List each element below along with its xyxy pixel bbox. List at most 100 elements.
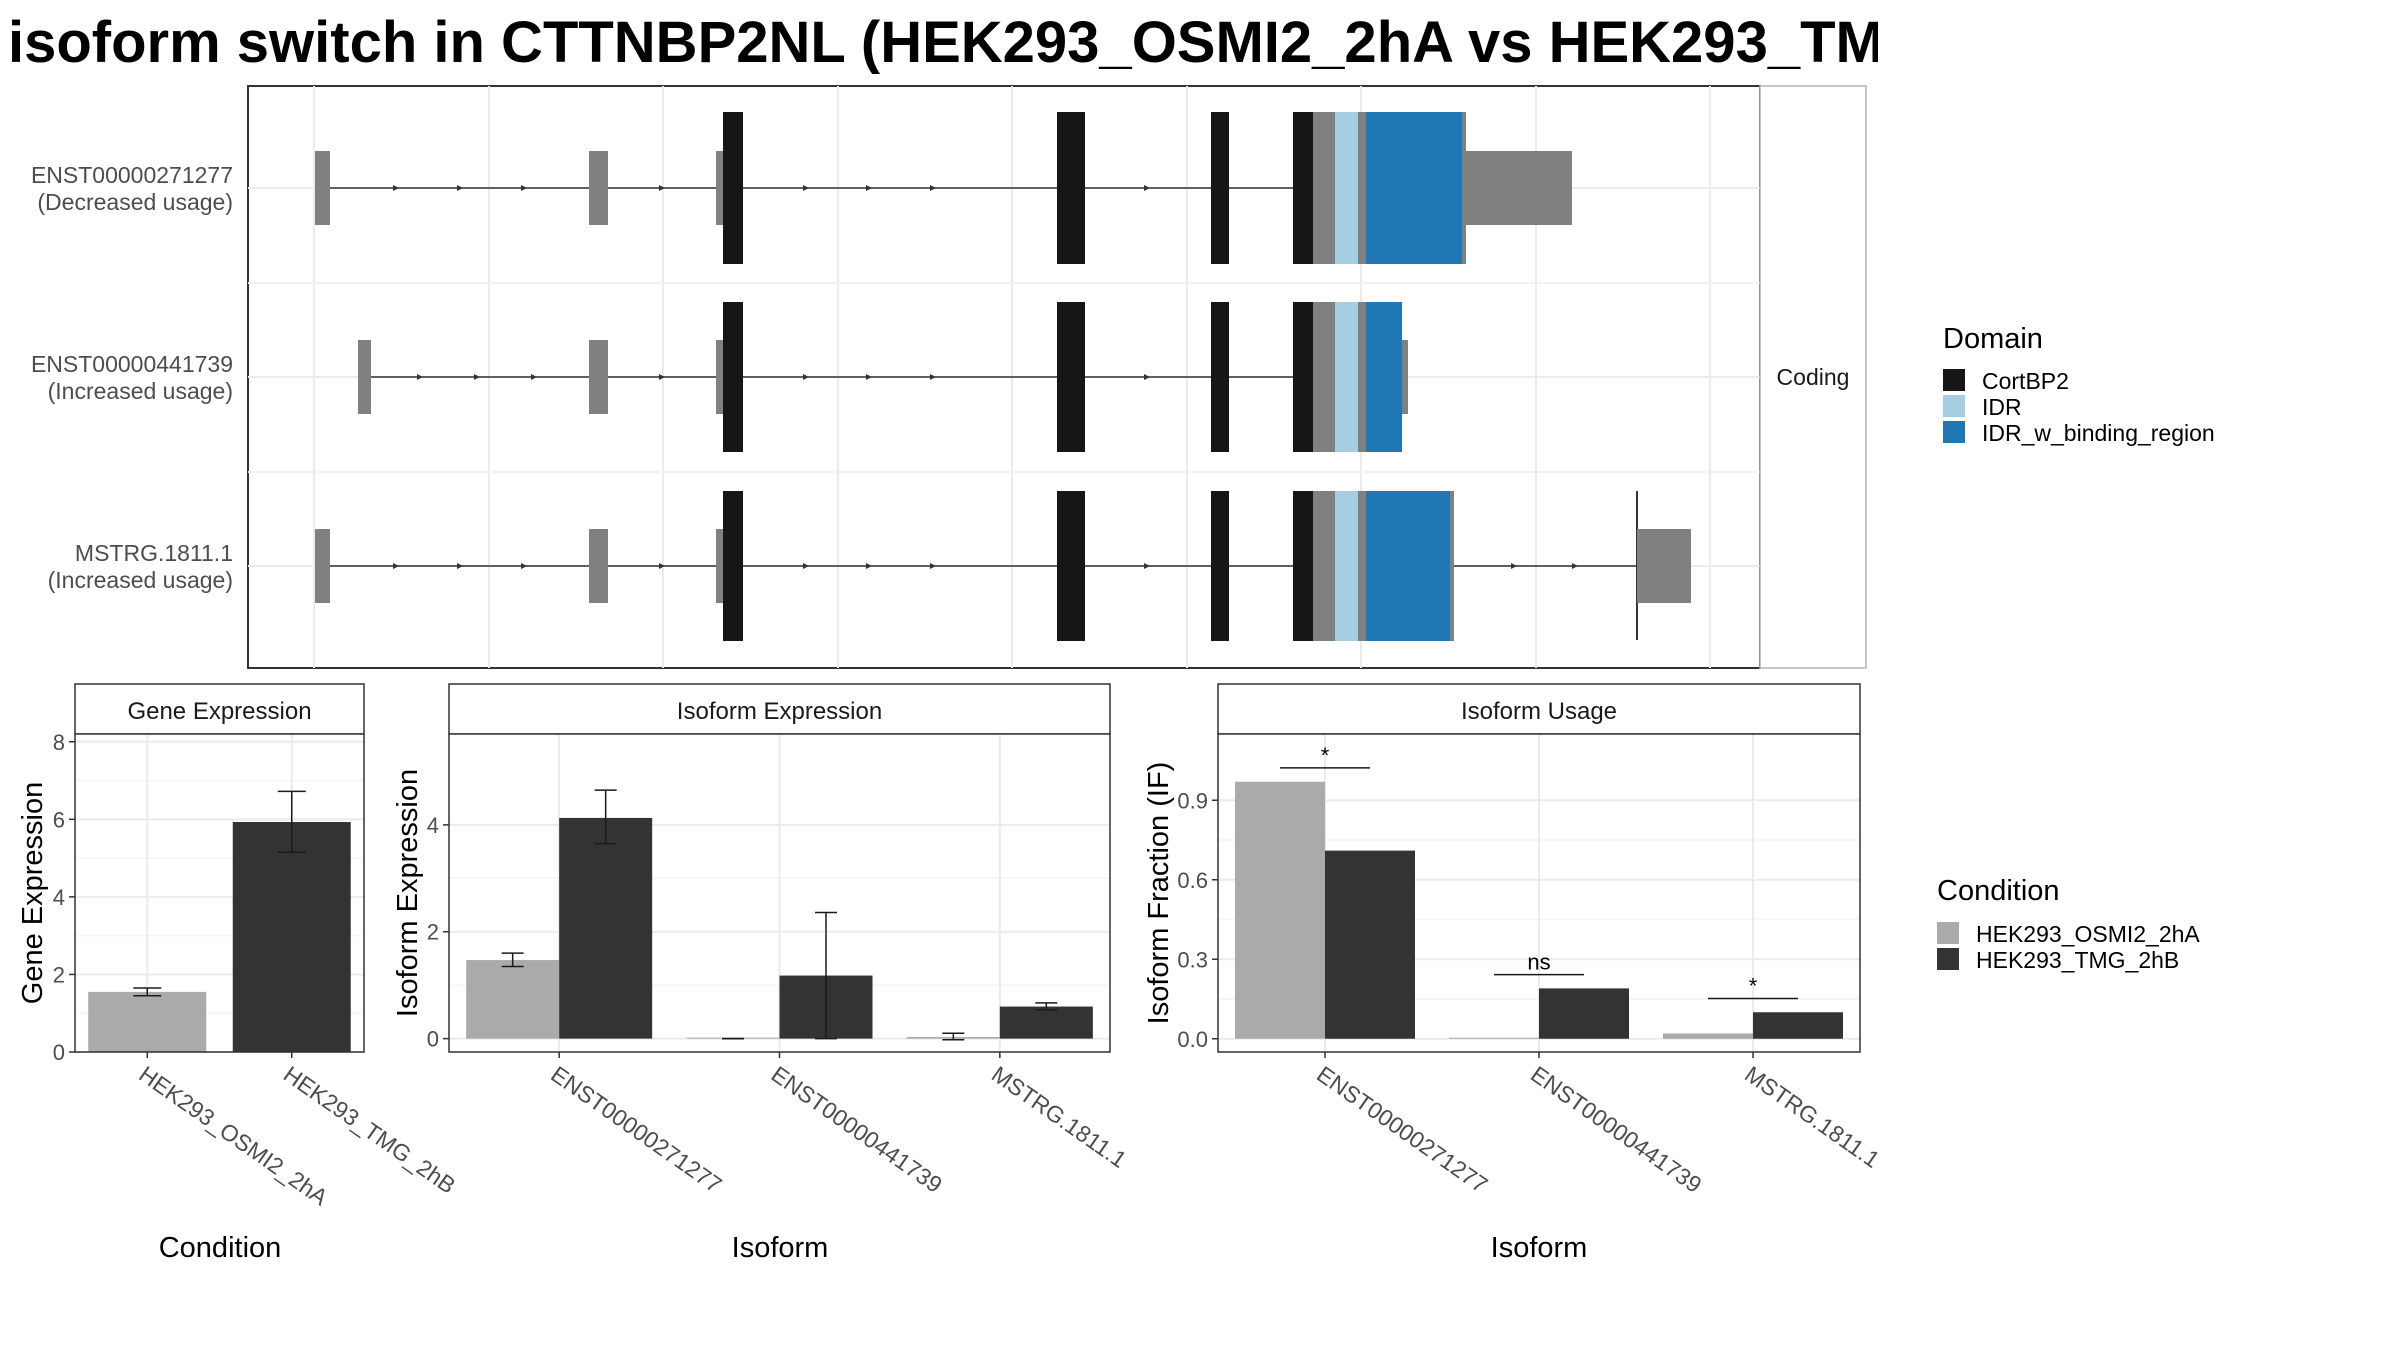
- transcript-label-3-usage: (Increased usage): [48, 567, 233, 593]
- significance-label: ns: [1527, 950, 1550, 975]
- exon-cortbp2: [723, 491, 743, 641]
- exon-cortbp2: [1293, 302, 1313, 452]
- x-tick-label: MSTRG.1811.1: [987, 1061, 1131, 1173]
- significance-label: *: [1321, 743, 1330, 768]
- bar-HEK293_TMG_2hB-ENST00000441739: [1539, 988, 1629, 1039]
- x-tick-label: ENST00000271277: [546, 1061, 726, 1198]
- condition-legend-label-osmi2: HEK293_OSMI2_2hA: [1976, 921, 2200, 947]
- exon-utr: [1402, 340, 1408, 414]
- exon-utr: [1637, 529, 1691, 603]
- panel-strip: [74, 683, 365, 735]
- bar-HEK293_TMG_2hB-MSTRG.1811.1: [1753, 1012, 1843, 1039]
- y-tick-label: 0.9: [1177, 788, 1208, 813]
- intron-arrows: [393, 563, 1578, 569]
- domain-legend-key-idr: [1943, 395, 1965, 417]
- y-axis-title: Gene Expression: [17, 782, 49, 1004]
- condition-legend-key-tmg: [1937, 948, 1959, 970]
- bar-HEK293_OSMI2_2hA-ENST00000271277: [466, 960, 560, 1039]
- y-tick-label: 8: [53, 730, 65, 755]
- exon: [315, 151, 330, 225]
- exon: [716, 151, 725, 225]
- x-tick-label: ENST00000441739: [1526, 1061, 1706, 1198]
- exon: [716, 340, 725, 414]
- x-axis-title: Condition: [159, 1232, 282, 1264]
- bar-panels: Gene Expression02468HEK293_OSMI2_2hAHEK2…: [17, 683, 1885, 1264]
- exon-cortbp2: [1211, 112, 1229, 264]
- y-tick-label: 0: [427, 1027, 439, 1052]
- y-axis-title: Isoform Expression: [392, 769, 424, 1017]
- domain-legend-label-idr: IDR: [1982, 394, 2022, 420]
- exon-idr: [1335, 302, 1358, 452]
- exon: [1358, 112, 1366, 264]
- facet-strip: [1759, 85, 1867, 669]
- bar-HEK293_TMG_2hB-ENST00000271277: [559, 817, 653, 1039]
- structure-panel: ENST00000271277 (Decreased usage) ENST00…: [31, 85, 1867, 669]
- exon: [315, 529, 330, 603]
- bar-HEK293_TMG_2hB-ENST00000271277: [1325, 850, 1415, 1039]
- facet-strip-label: Coding: [1777, 364, 1850, 390]
- exon: [1313, 491, 1335, 641]
- bar-HEK293_OSMI2_2hA-ENST00000441739: [1449, 1037, 1539, 1039]
- page-title: isoform switch in CTTNBP2NL (HEK293_OSMI…: [8, 10, 1878, 75]
- exon-cortbp2: [1211, 491, 1229, 641]
- domain-legend-key-idr-binding: [1943, 421, 1965, 443]
- exon: [1313, 112, 1335, 264]
- y-axis-title: Isoform Fraction (IF): [1143, 762, 1175, 1025]
- exon: [589, 529, 608, 603]
- bar-HEK293_TMG_2hB-MSTRG.1811.1: [999, 1006, 1093, 1039]
- panel-title: Isoform Expression: [677, 698, 882, 725]
- plot-frame: [74, 733, 365, 1053]
- panel-strip: [448, 683, 1111, 735]
- exon: [1358, 302, 1366, 452]
- exon: [589, 340, 608, 414]
- exon-cortbp2: [1293, 112, 1313, 264]
- x-axis-title: Isoform: [1491, 1232, 1588, 1264]
- exon: [358, 340, 371, 414]
- exon-cortbp2: [1057, 302, 1085, 452]
- transcript-mstrg-1811-1: [315, 491, 1691, 641]
- exon: [589, 151, 608, 225]
- y-tick-label: 0.3: [1177, 947, 1208, 972]
- domain-legend: Domain CortBP2 IDR IDR_w_binding_region: [1943, 323, 2215, 446]
- exon: [1313, 302, 1335, 452]
- y-tick-label: 2: [427, 920, 439, 945]
- transcript-label-2-usage: (Increased usage): [48, 378, 233, 404]
- intron-arrows: [417, 374, 1150, 380]
- transcript-label-1-id: ENST00000271277: [31, 162, 233, 188]
- exon-cortbp2: [1293, 491, 1313, 641]
- condition-legend-title: Condition: [1937, 875, 2060, 907]
- exon-idr-binding: [1366, 491, 1450, 641]
- exon-idr: [1335, 112, 1358, 264]
- x-tick-label: ENST00000441739: [767, 1061, 947, 1198]
- y-tick-label: 6: [53, 807, 65, 832]
- x-tick-label: ENST00000271277: [1312, 1061, 1492, 1198]
- exon-cortbp2: [1211, 302, 1229, 452]
- condition-legend: Condition HEK293_OSMI2_2hA HEK293_TMG_2h…: [1937, 875, 2200, 973]
- y-tick-label: 0.6: [1177, 868, 1208, 893]
- panel-isoform-usage: Isoform Usage * ns * 0.0 0.3 0.6 0.9 ENST0000027…: [1143, 683, 1885, 1264]
- exon: [716, 529, 725, 603]
- exon-utr: [1462, 151, 1572, 225]
- transcript-label-3-id: MSTRG.1811.1: [75, 540, 233, 566]
- intron-arrows: [393, 185, 1150, 191]
- bar-HEK293_OSMI2_2hA-ENST00000271277: [1235, 781, 1325, 1039]
- exon-idr-binding: [1366, 112, 1462, 264]
- y-tick-label: 4: [53, 885, 65, 910]
- exon-cortbp2: [1057, 491, 1085, 641]
- transcript-enst00000271277: [315, 112, 1572, 264]
- domain-legend-title: Domain: [1943, 323, 2043, 355]
- y-tick-label: 2: [53, 962, 65, 987]
- transcript-label-1-usage: (Decreased usage): [37, 189, 233, 215]
- exon-cortbp2: [723, 112, 743, 264]
- panel-title: Isoform Usage: [1461, 698, 1617, 725]
- significance-label: *: [1749, 973, 1758, 998]
- y-tick-label: 0: [53, 1040, 65, 1065]
- bar-HEK293_OSMI2_2hA: [88, 991, 207, 1052]
- exon-cortbp2: [1057, 112, 1085, 264]
- bar-HEK293_TMG_2hB: [232, 822, 351, 1052]
- panel-title: Gene Expression: [127, 698, 311, 725]
- exon: [1450, 491, 1454, 641]
- y-tick-label: 0.0: [1177, 1027, 1208, 1052]
